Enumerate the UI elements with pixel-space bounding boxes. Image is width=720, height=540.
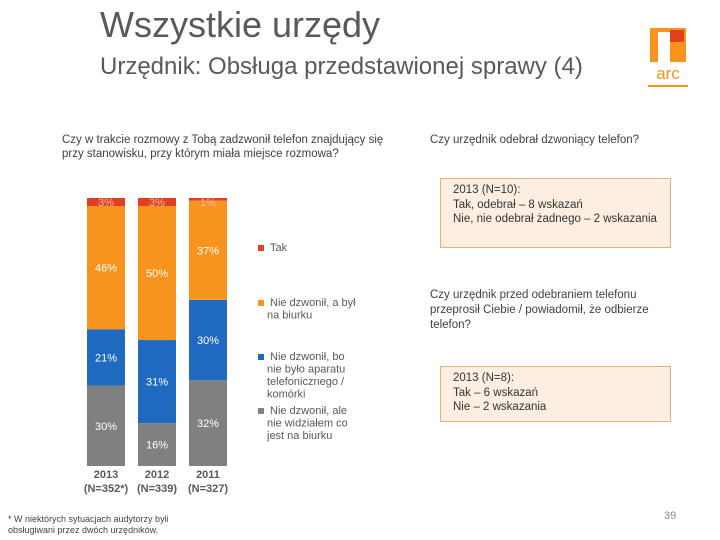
answer-box-1-line: Nie, nie odebrał żadnego – 2 wskazania	[453, 213, 657, 225]
page-title: Wszystkie urzędy	[100, 4, 381, 45]
category-label: (N=339)	[137, 483, 177, 495]
bar-segment	[189, 200, 227, 300]
category-label: (N=327)	[188, 483, 228, 495]
bar-segment	[138, 206, 176, 341]
legend-swatch	[258, 300, 264, 306]
data-label: 37%	[197, 245, 219, 257]
data-label: 32%	[197, 418, 219, 430]
answer-box-2-line: Nie – 2 wskazania	[453, 401, 547, 413]
answer-box-2-line: Tak – 6 wskazań	[453, 386, 539, 399]
data-label: 1%	[200, 197, 216, 209]
data-label: 3%	[98, 197, 114, 209]
legend-label: telefonicznego /	[267, 376, 345, 388]
category-label: 2011	[196, 469, 220, 481]
page-subtitle: Urzędnik: Obsługa przedstawionej sprawy …	[100, 53, 583, 80]
legend-swatch	[258, 354, 264, 360]
legend-swatch	[258, 408, 264, 414]
legend-label: na biurku	[267, 310, 312, 322]
bar-segment	[138, 198, 176, 207]
question-2: Czy urzędnik odebrał dzwoniący telefon?	[430, 134, 640, 146]
arc-logo: arc	[648, 28, 688, 87]
category-label: (N=352*)	[84, 483, 129, 495]
answer-box-2-line: 2013 (N=8):	[453, 372, 515, 384]
data-label: 31%	[146, 377, 168, 389]
legend-label: nie widziałem co	[267, 418, 348, 430]
legend-label: Nie dzwonił, bo	[270, 351, 345, 363]
footnote: * W niektórych sytuacjach audytorzy byli…	[8, 514, 169, 535]
bar-segment	[138, 340, 176, 424]
bar-segment	[87, 385, 125, 466]
answer-box-2: 2013 (N=8): Tak – 6 wskazań Nie – 2 wska…	[440, 366, 671, 422]
bar-segment	[189, 198, 227, 201]
data-label: 30%	[197, 335, 219, 347]
data-label: 46%	[95, 263, 117, 275]
bar-segment	[87, 329, 125, 386]
answer-box-1-line: 2013 (N=10):	[453, 184, 521, 196]
data-label: 3%	[149, 197, 165, 209]
category-label: 2013	[94, 469, 118, 481]
bar-segment	[189, 299, 227, 381]
legend-label: nie było aparatu	[267, 364, 345, 376]
data-label: 50%	[146, 268, 168, 280]
bar-segment	[87, 206, 125, 330]
bar-segment	[87, 198, 125, 207]
legend-label: jest na biurku	[266, 430, 332, 442]
data-label: 21%	[95, 352, 117, 364]
legend-label: Tak	[270, 242, 288, 254]
legend-swatch	[258, 245, 264, 251]
data-label: 30%	[95, 421, 117, 433]
question-1: Czy w trakcie rozmowy z Tobą zadzwonił t…	[62, 134, 384, 160]
bar-segment	[138, 423, 176, 466]
legend-label: Nie dzwonił, ale	[270, 405, 347, 417]
bar-segment	[189, 380, 227, 466]
answer-box-1: 2013 (N=10): Tak, odebrał – 8 wskazań Ni…	[440, 178, 671, 248]
logo-text: arc	[656, 64, 680, 83]
data-label: 16%	[146, 440, 168, 452]
answer-box-1-line: Tak, odebrał – 8 wskazań	[453, 198, 583, 211]
question-3: Czy urzędnik przed odebraniem telefonu p…	[430, 289, 649, 331]
legend-label: komórki	[267, 389, 306, 401]
category-label: 2012	[145, 469, 169, 481]
page-number: 39	[664, 510, 677, 522]
legend-label: Nie dzwonił, a był	[270, 297, 356, 309]
